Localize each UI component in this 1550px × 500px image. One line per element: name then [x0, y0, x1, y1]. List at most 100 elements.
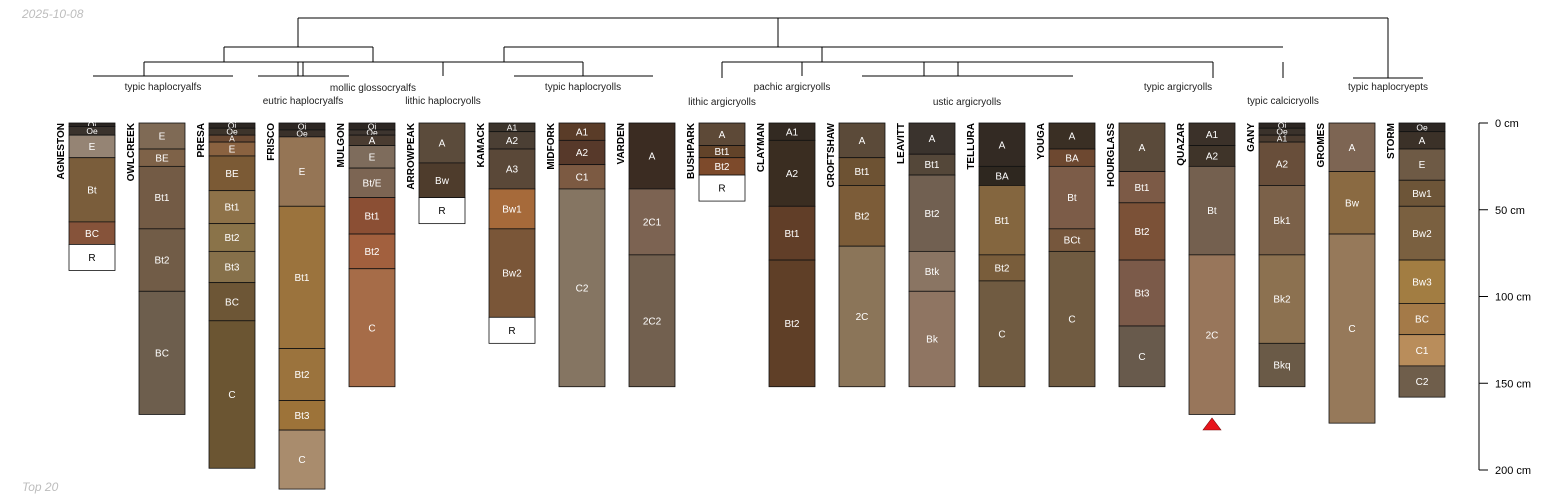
horizon [978, 254, 1026, 282]
horizon [1398, 259, 1446, 304]
profile-label: KAMACK [476, 122, 487, 167]
horizon-label: Oi [228, 121, 237, 131]
horizon-label: C2 [1416, 377, 1429, 388]
horizon [1118, 171, 1166, 204]
horizon [1258, 342, 1306, 388]
horizon-label: Bt2 [714, 162, 729, 173]
horizon [348, 233, 396, 270]
horizon-label: BA [1065, 153, 1079, 164]
horizon-label: Bt3 [224, 263, 239, 274]
profile-label: GROMES [1316, 123, 1327, 168]
profile-label: BUSHPARK [686, 122, 697, 179]
profile-label: VARDEN [616, 123, 627, 164]
horizon [908, 122, 956, 155]
horizon-label: A [1139, 143, 1146, 154]
soil-profile: A Bt1 Bt2 R BUSHPARK [686, 122, 746, 202]
horizon [558, 188, 606, 388]
horizon-label: Bt3 [294, 411, 309, 422]
horizon-label: BC [1415, 315, 1429, 326]
horizon-label: Bt2 [854, 211, 869, 222]
profile-label: MIDFORK [546, 122, 557, 169]
horizon-label: 2C [1206, 330, 1219, 341]
horizon [908, 290, 956, 388]
horizon-label: E [229, 145, 236, 156]
horizon [138, 122, 186, 150]
horizon-label: Bt1 [224, 203, 239, 214]
horizon-label: C1 [576, 172, 589, 183]
horizon-label: A2 [576, 148, 589, 159]
horizon-label: A [649, 152, 656, 163]
horizon-label: A [439, 139, 446, 150]
horizon-label: Bt1 [294, 273, 309, 284]
horizon [68, 157, 116, 223]
soil-profile: A1 A2 C1 C2 MIDFORK [546, 122, 606, 388]
horizon-label: Btk [925, 267, 940, 278]
horizon-label: 2C1 [643, 217, 662, 228]
profile-label: AGNESTON [56, 123, 67, 180]
profile-label: MULGON [336, 123, 347, 167]
taxon-label: ustic argicryolls [933, 97, 1001, 108]
horizon-label: BCt [1064, 236, 1081, 247]
horizon [768, 259, 816, 388]
horizon-label: A2 [1276, 159, 1289, 170]
horizon-label: Bt1 [994, 216, 1009, 227]
horizon [838, 157, 886, 186]
horizon-label: A1 [1277, 134, 1288, 144]
taxon-label: mollic glossocryalfs [330, 83, 416, 94]
horizon-label: Bt1 [364, 211, 379, 222]
horizon-label: Bkq [1273, 361, 1290, 372]
horizon [418, 122, 466, 164]
soil-profile: A Bt1 Bt2 2C CROFTSHAW [826, 122, 886, 388]
horizon [138, 165, 186, 230]
taxon-label: eutric haplocryalfs [263, 96, 344, 107]
horizon-label: A2 [506, 136, 519, 147]
horizon [908, 250, 956, 292]
profile-label: PRESA [196, 123, 207, 157]
horizon-label: A1 [786, 127, 799, 138]
horizon-label: Oe [86, 126, 98, 136]
depth-axis: 0 cm 50 cm 100 cm 150 cm 200 cm [1478, 118, 1531, 477]
taxon-label: typic argicryolls [1144, 82, 1212, 93]
horizon [208, 190, 256, 225]
horizon-label: Bt [1207, 206, 1217, 217]
horizon [978, 122, 1026, 167]
horizon-label: C [1348, 324, 1355, 335]
horizon [558, 139, 606, 166]
horizon-label: C [1138, 352, 1145, 363]
horizon-label: Bt2 [154, 256, 169, 267]
horizon-label: C2 [576, 283, 589, 294]
horizon-label: Oe [296, 128, 308, 138]
horizon [978, 185, 1026, 256]
horizon-label: Bw [1345, 198, 1360, 209]
caption-label: Top 20 [22, 480, 59, 494]
horizon-label: Oe [1276, 127, 1288, 137]
soil-profile: A 2C1 2C2 VARDEN [616, 122, 676, 388]
horizon [278, 429, 326, 490]
horizon-label: C1 [1416, 346, 1429, 357]
taxon-label: typic haplocryepts [1348, 82, 1428, 93]
taxon-label: pachic argicryolls [754, 82, 831, 93]
horizon [628, 188, 676, 256]
horizon [1118, 259, 1166, 327]
horizon-label: Bt2 [994, 263, 1009, 274]
profile-label: CLAYMAN [756, 123, 767, 172]
horizon-label: R [88, 253, 95, 264]
horizon [1048, 165, 1096, 230]
taxon-label: lithic argicryolls [688, 97, 756, 108]
horizon-label: Bk2 [1273, 295, 1291, 306]
horizon-label: E [89, 142, 96, 153]
horizon-label: A [1419, 136, 1426, 147]
axis-tick-label: 100 cm [1495, 292, 1531, 304]
horizon-label: Bt2 [924, 209, 939, 220]
horizon-label: Bt2 [294, 370, 309, 381]
axis-tick-label: 150 cm [1495, 378, 1531, 390]
horizon [1258, 185, 1306, 256]
horizon-label: Bk [926, 335, 939, 346]
horizon [418, 197, 466, 225]
profile-label: CROFTSHAW [826, 122, 837, 187]
horizon-label: A [859, 136, 866, 147]
horizon-label: R [718, 184, 725, 195]
